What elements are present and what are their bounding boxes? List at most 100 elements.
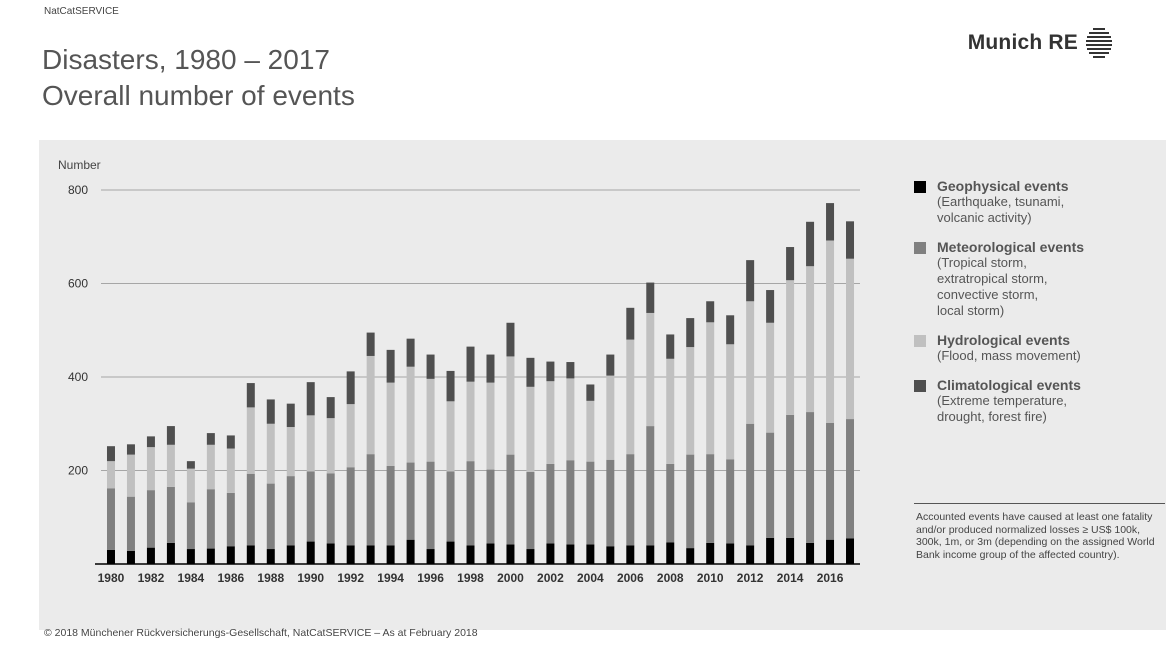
bar-segment — [586, 400, 595, 462]
bar-segment — [106, 446, 115, 462]
bar-segment — [526, 471, 535, 550]
bar-segment — [626, 307, 635, 340]
bar-segment — [486, 543, 495, 564]
bar-segment — [206, 433, 215, 445]
bar-segment — [766, 537, 775, 564]
bar-segment — [486, 354, 495, 383]
logo-text: Munich RE — [967, 31, 1078, 54]
bar-segment — [406, 366, 415, 463]
bar-segment — [586, 544, 595, 564]
bar-segment — [346, 467, 355, 546]
bar-segment — [786, 414, 795, 538]
x-tick-label: 2014 — [777, 571, 804, 585]
legend-item-geophysical: Geophysical events (Earthquake, tsunami,… — [914, 178, 1144, 226]
x-tick-label: 1994 — [377, 571, 404, 585]
bar-segment — [806, 542, 815, 564]
legend-desc: (Earthquake, tsunami, volcanic activity) — [937, 194, 1065, 225]
x-tick-label: 1984 — [178, 571, 205, 585]
bar-segment — [266, 549, 275, 564]
bar-segment — [406, 338, 415, 367]
legend-desc: (Flood, mass movement) — [937, 348, 1081, 363]
bar-segment — [246, 383, 255, 408]
y-axis-label: Number — [58, 158, 101, 172]
bar-segment — [406, 462, 415, 540]
bar-segment — [286, 545, 295, 564]
bar-segment — [206, 489, 215, 549]
bar-segment — [366, 355, 375, 455]
bar-segment — [286, 403, 295, 428]
bar-segment — [566, 362, 575, 379]
bar-segment — [686, 347, 695, 455]
x-tick-label: 1990 — [297, 571, 324, 585]
bar-segment — [846, 258, 855, 420]
bar-segment — [206, 548, 215, 564]
bar-segment — [726, 543, 735, 564]
x-tick-label: 2000 — [497, 571, 524, 585]
bar-segment — [666, 358, 675, 464]
bar-segment — [486, 382, 495, 470]
bar-segment — [546, 543, 555, 564]
bar-segment — [666, 542, 675, 564]
legend-swatch — [914, 181, 926, 193]
bar-segment — [106, 549, 115, 564]
bar-segment — [386, 349, 395, 383]
bar-segment — [446, 471, 455, 542]
bar-segment — [466, 461, 475, 546]
bar-segment — [806, 266, 815, 413]
bar-segment — [426, 461, 435, 550]
bar-segment — [346, 371, 355, 405]
bar-segment — [186, 502, 195, 550]
bar-segment — [166, 486, 175, 543]
bar-segment — [826, 203, 835, 241]
bar-segment — [446, 401, 455, 472]
legend-name: Hydrological events — [937, 332, 1071, 348]
bar-segment — [626, 339, 635, 455]
bar-segment — [226, 435, 235, 449]
bar-segment — [426, 354, 435, 379]
legend-swatch — [914, 335, 926, 347]
bar-segment — [286, 476, 295, 546]
bar-segment — [726, 315, 735, 345]
bar-segment — [646, 426, 655, 546]
bar-segment — [366, 545, 375, 564]
munich-re-emblem-icon — [1086, 28, 1112, 58]
legend-swatch — [914, 380, 926, 392]
bar-segment — [306, 541, 315, 564]
bar-segment — [166, 444, 175, 487]
legend-swatch — [914, 242, 926, 254]
bar-segment — [426, 549, 435, 564]
legend-item-meteorological: Meteorological events (Tropical storm, e… — [914, 239, 1144, 319]
bar-segment — [646, 312, 655, 427]
bar-segment — [326, 473, 335, 544]
bar-segment — [606, 546, 615, 564]
bar-segment — [546, 361, 555, 382]
bar-segment — [146, 490, 155, 548]
bar-segment — [606, 354, 615, 376]
legend-name: Geophysical events — [937, 178, 1069, 194]
bar-segment — [466, 545, 475, 564]
legend-desc: (Extreme temperature, drought, forest fi… — [937, 393, 1068, 424]
bar-segment — [566, 378, 575, 461]
legend-item-hydrological: Hydrological events (Flood, mass movemen… — [914, 332, 1144, 364]
source-label: NatCatSERVICE — [44, 6, 119, 17]
bar-segment — [826, 539, 835, 564]
y-tick-label: 800 — [68, 183, 88, 197]
bar-segment — [606, 459, 615, 547]
bar-segment — [506, 454, 515, 545]
bar-segment — [546, 381, 555, 464]
bar-segment — [566, 460, 575, 545]
x-tick-label: 1986 — [217, 571, 244, 585]
bar-segment — [446, 541, 455, 564]
bar-segment — [786, 537, 795, 564]
legend-desc: (Tropical storm, extratropical storm, co… — [937, 255, 1048, 318]
x-tick-label: 2016 — [817, 571, 844, 585]
bar-segment — [806, 412, 815, 543]
bar-segment — [326, 543, 335, 564]
bar-segment — [766, 290, 775, 323]
legend-name: Climatological events — [937, 377, 1081, 393]
bar-segment — [706, 301, 715, 323]
bar-segment — [846, 538, 855, 564]
bar-segment — [386, 465, 395, 546]
bar-segment — [686, 454, 695, 549]
bar-segment — [846, 419, 855, 539]
